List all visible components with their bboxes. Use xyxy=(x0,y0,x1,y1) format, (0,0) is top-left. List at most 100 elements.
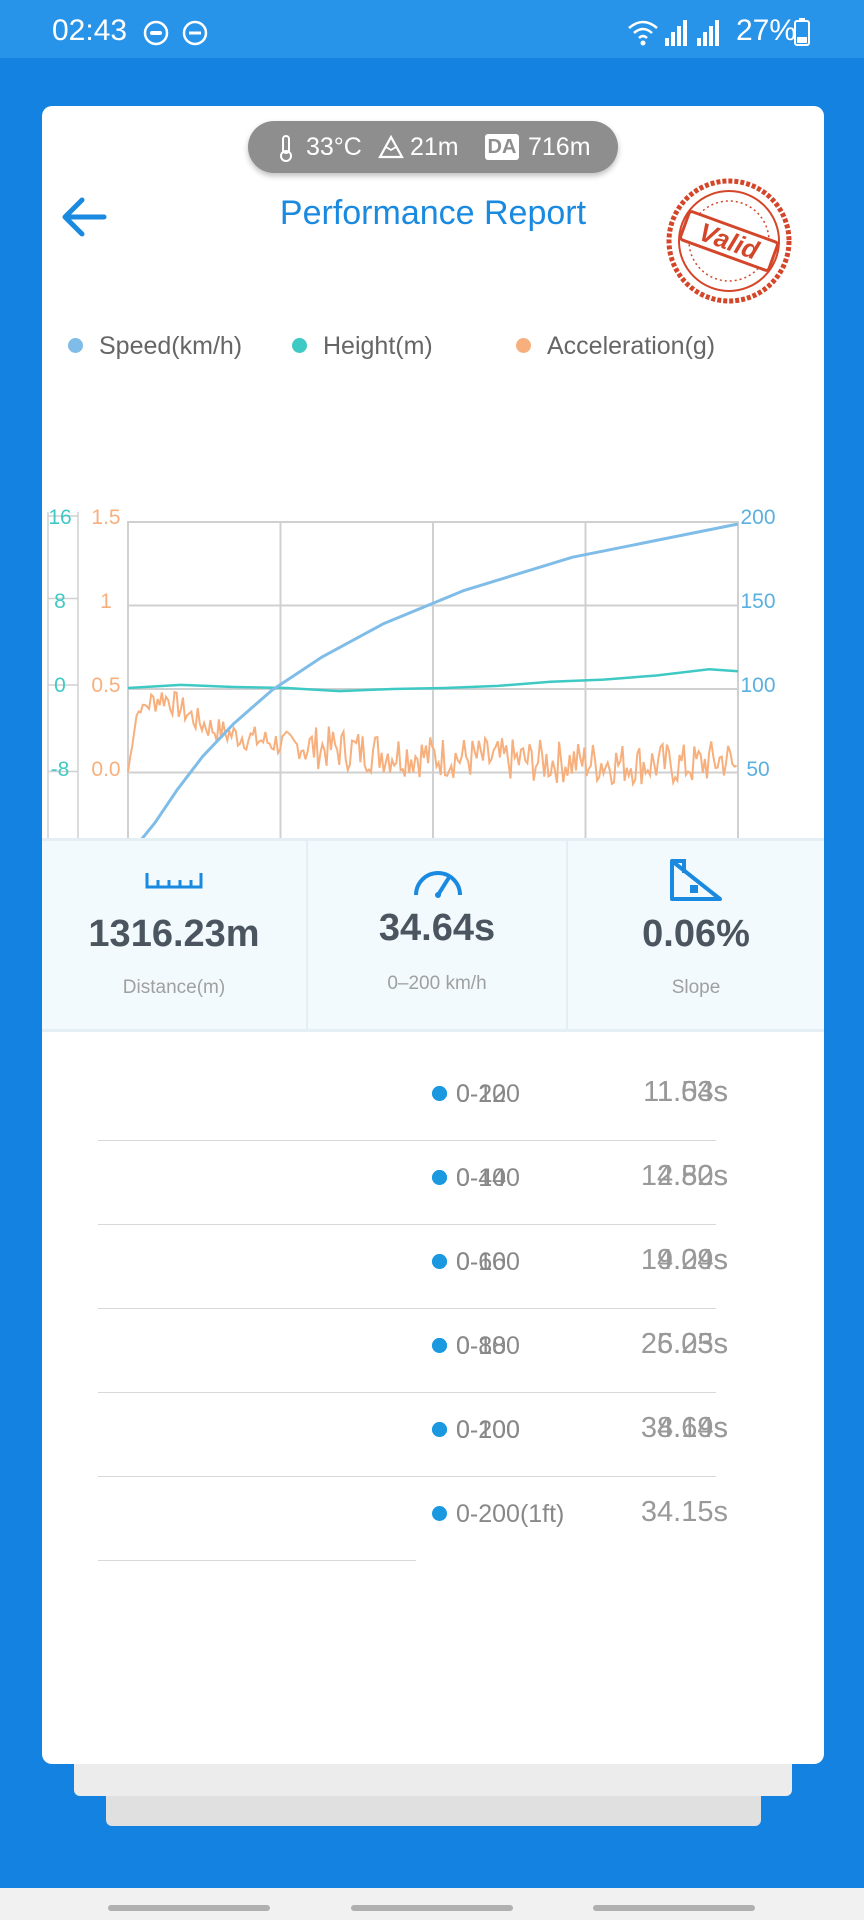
split-time: 4.24s xyxy=(657,1244,728,1276)
split-range: 0-200 xyxy=(456,1416,520,1444)
battery-percent: 27% xyxy=(735,14,796,47)
split-range: 0-180 xyxy=(456,1332,520,1360)
wifi-icon xyxy=(628,20,658,46)
split-range: 0-60 xyxy=(456,1248,507,1276)
split-time: 25.25s xyxy=(640,1328,728,1360)
split-range: 0-40 xyxy=(456,1164,507,1192)
legend-label: Acceleration(g) xyxy=(547,332,716,360)
height-tick-label: 8 xyxy=(54,590,66,613)
navigation-bar xyxy=(0,1888,864,1920)
status-time: 02:43 xyxy=(52,14,128,47)
split-time: 19.09s xyxy=(640,1244,728,1276)
speed-series-line xyxy=(126,522,739,857)
split-range: 0-100 xyxy=(456,1416,520,1444)
split-time: 34.64s xyxy=(640,1412,728,1444)
split-range: 0-20 xyxy=(456,1080,507,1108)
split-range: 0-160 xyxy=(456,1248,520,1276)
divider xyxy=(306,841,308,1029)
slope-stat: 0.06% Slope xyxy=(568,841,824,1029)
split-time: 6.03s xyxy=(657,1328,728,1360)
row-divider xyxy=(98,1308,716,1309)
bullet-icon xyxy=(432,1422,447,1437)
legend-dot xyxy=(516,337,531,353)
density-altitude-badge: DA xyxy=(485,134,519,160)
acceleration-tick-label: 0.5 xyxy=(91,674,120,697)
height-tick-label: 0 xyxy=(54,674,66,697)
split-time: 8.19s xyxy=(657,1412,728,1444)
row-divider xyxy=(98,1476,716,1477)
divider xyxy=(566,841,568,1029)
conditions-pill: 33°C 21m DA 716m xyxy=(248,121,618,173)
split-range: 0-120 xyxy=(456,1080,520,1108)
back-arrow-icon[interactable] xyxy=(56,188,114,246)
nav-home-button[interactable] xyxy=(351,1905,513,1911)
bullet-icon xyxy=(432,1254,447,1269)
acceleration-series-line xyxy=(127,690,738,788)
valid-stamp-icon: Valid xyxy=(666,178,792,304)
split-time: 1.53s xyxy=(657,1076,728,1108)
split-range: 0-140 xyxy=(456,1164,520,1192)
row-divider xyxy=(98,1392,716,1393)
time-value: 34.64s xyxy=(378,907,496,949)
acceleration-tick-label: 1 xyxy=(100,590,112,613)
stats-panel: 1316.23m Distance(m) 34.64s 0–200 km/h 0… xyxy=(42,838,824,1032)
acceleration-tick-label: 1.5 xyxy=(91,506,120,529)
time-stat: 34.64s 0–200 km/h xyxy=(308,841,566,1029)
split-row: 0-120 11.04s xyxy=(432,1064,752,1124)
split-row: 0-160 19.09s xyxy=(432,1232,752,1292)
row-divider xyxy=(98,1560,416,1561)
distance-label: Distance(m) xyxy=(122,977,226,998)
row-divider xyxy=(98,1140,716,1141)
split-time: 34.15s xyxy=(640,1496,728,1528)
density-altitude-value: 716m xyxy=(528,133,591,161)
split-row: 0-40 2.80s xyxy=(432,1148,752,1208)
split-row: 0-180 25.25s xyxy=(432,1316,752,1376)
speed-tick-label: 200 xyxy=(740,506,775,529)
split-row: 0-200 34.64s xyxy=(432,1400,752,1460)
speedometer-icon xyxy=(414,871,462,898)
battery-icon xyxy=(794,18,810,46)
signal-icon xyxy=(665,20,687,46)
speed-tick-label: 50 xyxy=(746,758,769,781)
height-tick-label: -8 xyxy=(51,758,70,781)
legend-dot xyxy=(292,337,307,353)
slope-value: 0.06% xyxy=(642,913,750,955)
report-card: 33°C 21m DA 716m Performance Report Vali… xyxy=(42,106,824,1764)
split-time: 2.80s xyxy=(657,1160,728,1192)
legend-item-speed: Speed(km/h) xyxy=(68,332,242,361)
nav-back-button[interactable] xyxy=(593,1905,755,1911)
height-tick-label: 16 xyxy=(48,506,71,529)
legend-item-height: Height(m) xyxy=(292,332,433,361)
status-bar: 02:43 27% xyxy=(0,0,864,58)
ruler-icon xyxy=(145,873,203,889)
row-divider xyxy=(98,1224,716,1225)
split-range: 0-80 xyxy=(456,1332,507,1360)
legend-dot xyxy=(68,337,83,353)
mountain-icon xyxy=(378,135,404,159)
distance-value: 1316.23m xyxy=(88,913,260,955)
acceleration-tick-label: 0.0 xyxy=(91,758,120,781)
legend-label: Speed(km/h) xyxy=(99,332,243,360)
distance-stat: 1316.23m Distance(m) xyxy=(42,841,306,1029)
split-time: 11.04s xyxy=(643,1076,728,1108)
split-time: 14.52s xyxy=(640,1160,728,1192)
split-range: 0-200(1ft) xyxy=(456,1500,565,1528)
split-row: 0-100 8.19s xyxy=(432,1400,752,1460)
nav-recent-button[interactable] xyxy=(108,1905,270,1911)
signal-icon xyxy=(697,20,719,46)
legend-label: Height(m) xyxy=(323,332,433,360)
page-title: Performance Report xyxy=(279,194,587,232)
notification-icon xyxy=(143,20,169,46)
speed-tick-label: 100 xyxy=(740,674,775,697)
altitude-value: 21m xyxy=(410,133,459,161)
slope-icon xyxy=(670,859,722,901)
bullet-icon xyxy=(432,1338,447,1353)
do-not-disturb-icon xyxy=(182,20,208,46)
bullet-icon xyxy=(432,1170,447,1185)
split-row: 0-140 14.52s xyxy=(432,1148,752,1208)
height-series-line xyxy=(127,667,739,693)
bullet-icon xyxy=(432,1506,447,1521)
split-row: 0-60 4.24s xyxy=(432,1232,752,1292)
temperature-value: 33°C xyxy=(306,133,362,161)
